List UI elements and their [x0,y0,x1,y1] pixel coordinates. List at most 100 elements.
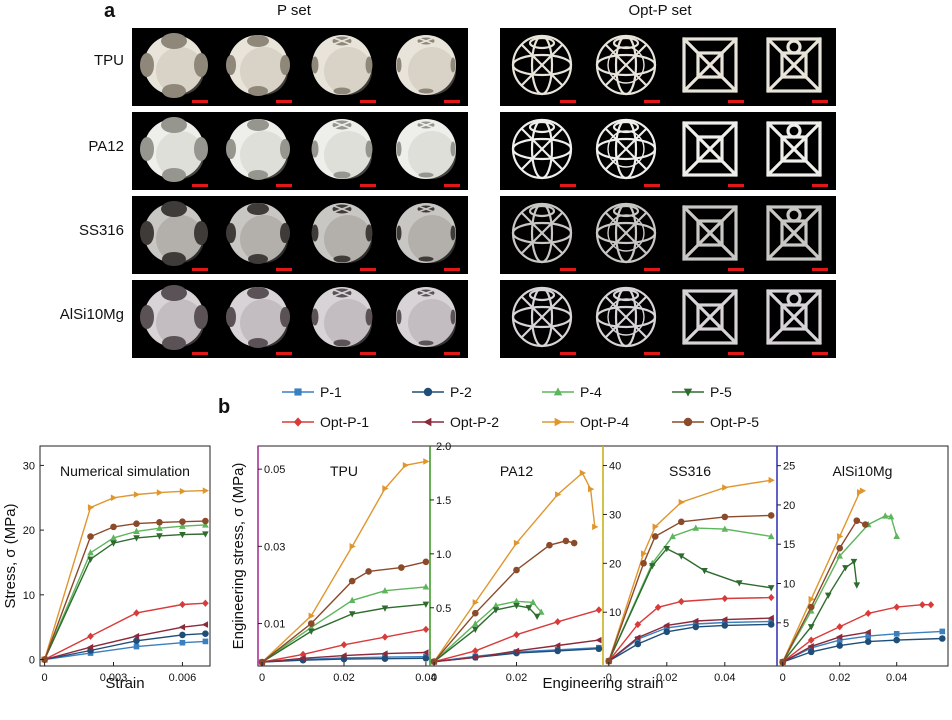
data-point [472,626,479,633]
data-point [692,524,700,531]
y-axis-label: Engineering stress, σ (MPa) [230,463,247,650]
lattice-sample-photo [216,28,300,106]
legend-marker [683,417,693,427]
lattice-sample-photo [384,280,468,358]
y-tick-label: 30 [23,460,35,472]
data-point [202,638,209,645]
data-point [767,593,775,602]
data-point [864,628,871,636]
lattice-sample-photo [300,196,384,274]
y-tick-label: 40 [609,461,621,473]
data-point [381,633,389,641]
data-point [348,596,356,604]
data-point [554,618,561,626]
series-line [608,527,772,662]
lattice-sample-photo [300,28,384,106]
chart-title: AlSi10Mg [833,463,893,479]
data-point [570,539,578,547]
data-point [422,583,430,590]
y-tick-label: 10 [609,607,621,619]
lattice-sample-photo [668,28,752,106]
data-point [156,533,163,540]
y-tick-label: 1.0 [436,549,451,561]
data-point [663,628,671,636]
legend-swatch [542,387,574,396]
y-tick-label: 0.01 [264,619,285,631]
data-point [864,609,872,617]
data-point [554,647,561,655]
data-point [807,648,815,656]
y-axis-label: Stress, σ (MPa) [2,503,19,608]
data-point [381,605,389,612]
lattice-sample-photo [384,196,468,274]
data-point [640,560,647,567]
chart-title: PA12 [500,463,533,479]
lattice-sample-photo [752,196,836,274]
y-tick-label: 1.5 [436,495,451,507]
chart-0: Numerical simulation 0 0.003 0.006 0 10 20 30 [23,445,211,684]
series-line [608,596,772,662]
legend-swatch [412,417,444,427]
data-point [349,543,356,550]
data-point [595,645,603,653]
data-point [865,633,872,639]
data-point [767,512,775,519]
legend-marker [553,387,563,396]
lattice-sample-photo [500,112,584,190]
row-label-ss316: SS316 [78,222,124,239]
data-point [701,568,708,575]
data-point [807,624,815,631]
data-point [554,642,561,649]
data-point [546,541,553,549]
y-tick-label: 2.0 [436,441,451,453]
data-point [133,643,140,650]
data-point [882,512,889,519]
lattice-sample-photo [384,28,468,106]
data-point [529,598,537,606]
data-point [836,623,843,631]
legend-label: Opt-P-4 [580,414,630,430]
data-point [721,616,728,623]
chart-4: AlSi10Mg 0 0.02 0.04 5 10 15 20 25 [776,445,949,684]
data-point [179,487,187,495]
data-point [721,525,729,532]
data-point [202,599,209,607]
lattice-sample-photo [584,196,668,274]
lattice-sample-photo [132,280,216,358]
data-point [156,489,164,496]
x-axis-label: Strain [105,675,144,692]
data-point [939,635,946,642]
lattice-sample-photo [216,112,300,190]
x-tick-label: 0 [606,672,612,684]
y-tick-label: 10 [23,590,35,602]
data-point [605,657,613,665]
data-point [87,632,94,640]
data-point [472,599,479,606]
data-point [853,582,861,589]
series-line [44,602,206,661]
data-point [513,566,520,574]
data-point [634,620,642,629]
data-point [640,550,648,557]
y-tick-label: 30 [609,509,621,521]
lattice-sample-photo [752,280,836,358]
p-set-title: P set [277,2,311,19]
y-tick-label: 0.05 [264,464,285,476]
data-point [381,587,389,594]
data-point [86,643,94,651]
data-point [423,458,430,465]
lattice-sample-photo [132,112,216,190]
data-point [512,647,520,655]
data-point [939,628,946,635]
data-point [202,630,209,637]
data-point [133,609,140,617]
y-tick-label: 10 [783,579,795,591]
data-point [472,609,479,617]
data-point [678,597,685,606]
data-point [893,532,900,539]
data-point [178,623,186,631]
series-line [782,560,858,663]
data-point [133,527,140,535]
data-point [365,568,372,575]
data-point [87,549,94,556]
